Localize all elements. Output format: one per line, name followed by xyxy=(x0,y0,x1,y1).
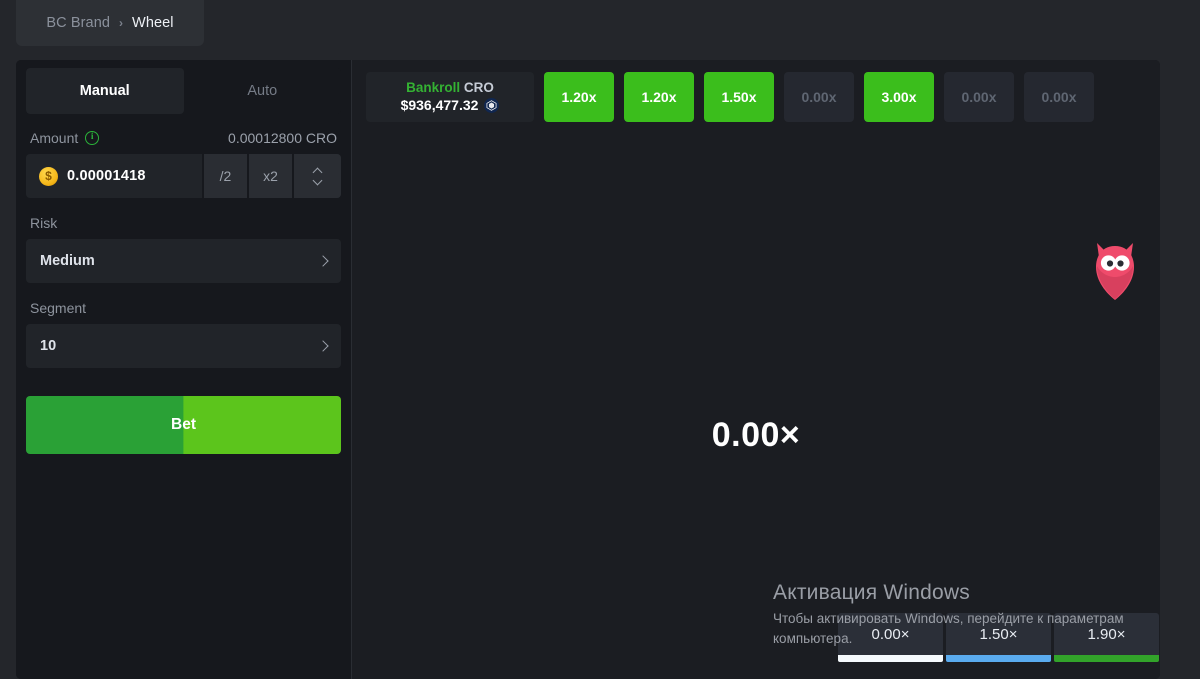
amount-double-button[interactable]: x2 xyxy=(247,154,292,198)
history-chip: 3.00x xyxy=(864,72,934,122)
breadcrumb-current: Wheel xyxy=(132,15,174,31)
amount-field: $ 0.00001418 /2 x2 xyxy=(26,154,341,198)
tab-auto[interactable]: Auto xyxy=(247,83,278,99)
bankroll-amount-row: $936,477.32 xyxy=(401,97,500,115)
game-topbar: Bankroll CRO $936,477.32 1.20x 1.20x 1.5… xyxy=(366,72,1146,122)
chevron-up-icon[interactable] xyxy=(314,169,322,174)
history-chip: 0.00x xyxy=(784,72,854,122)
wheel-game-area: Bankroll CRO $936,477.32 1.20x 1.20x 1.5… xyxy=(352,60,1160,679)
segment-color-bar xyxy=(838,655,943,662)
segment-item[interactable]: 1.90× xyxy=(1054,613,1159,662)
crypto-com-logo-icon xyxy=(484,97,500,113)
app-shell: Manual Auto Amount i 0.00012800 CRO $ 0.… xyxy=(16,60,1160,679)
segment-color-bar xyxy=(946,655,1051,662)
segment-label: Segment xyxy=(30,300,87,316)
history-chip: 1.20x xyxy=(544,72,614,122)
risk-label: Risk xyxy=(30,215,58,231)
segment-select[interactable]: 10 xyxy=(26,324,341,368)
segment-item[interactable]: 1.50× xyxy=(946,613,1051,662)
breadcrumb-root[interactable]: BC Brand xyxy=(46,15,111,31)
breadcrumb: BC Brand › Wheel xyxy=(16,0,204,46)
bankroll-amount: $936,477.32 xyxy=(400,96,479,113)
mode-tabs: Manual Auto xyxy=(26,68,341,114)
bankroll-title-label: Bankroll xyxy=(406,79,461,95)
chevron-down-icon[interactable] xyxy=(314,178,322,183)
info-icon[interactable]: i xyxy=(85,131,100,145)
amount-stepper[interactable] xyxy=(292,154,341,198)
segment-payout-bar: 0.00× 1.50× 1.90× 2.00× 3.00× xyxy=(838,613,1160,662)
amount-halve-button[interactable]: /2 xyxy=(202,154,247,198)
amount-input[interactable]: $ 0.00001418 xyxy=(26,154,202,198)
amount-label: Amount xyxy=(30,130,79,146)
bet-control-sidebar: Manual Auto Amount i 0.00012800 CRO $ 0.… xyxy=(16,60,352,679)
risk-value: Medium xyxy=(40,253,95,269)
result-multiplier: 0.00× xyxy=(711,416,801,454)
history-chip: 1.20x xyxy=(624,72,694,122)
history-chip: 0.00x xyxy=(944,72,1014,122)
segment-item[interactable]: 0.00× xyxy=(838,613,943,662)
bet-button[interactable]: Bet xyxy=(26,396,341,454)
chevron-right-icon xyxy=(317,255,329,267)
amount-label-group: Amount i xyxy=(30,130,100,146)
bankroll-panel: Bankroll CRO $936,477.32 xyxy=(366,72,534,122)
history-chip: 0.00x xyxy=(1024,72,1094,122)
bankroll-title: Bankroll CRO xyxy=(406,80,494,97)
history-chip: 1.50x xyxy=(704,72,774,122)
amount-value: 0.00001418 xyxy=(67,168,146,184)
segment-label: 0.00× xyxy=(838,613,943,655)
segment-label: 1.50× xyxy=(946,613,1051,655)
segment-color-bar xyxy=(1054,655,1159,662)
chevron-right-icon xyxy=(317,340,329,352)
tab-manual[interactable]: Manual xyxy=(26,68,184,114)
bankroll-currency-label: CRO xyxy=(463,79,494,95)
chevron-right-icon: › xyxy=(119,16,124,30)
amount-converted-value: 0.00012800 CRO xyxy=(228,130,337,146)
segment-value: 10 xyxy=(40,338,57,354)
risk-select[interactable]: Medium xyxy=(26,239,341,283)
amount-label-row: Amount i 0.00012800 CRO xyxy=(26,114,341,154)
owl-mascot-icon xyxy=(1093,239,1137,301)
dollar-coin-icon: $ xyxy=(39,166,58,186)
segment-label: 1.90× xyxy=(1054,613,1159,655)
